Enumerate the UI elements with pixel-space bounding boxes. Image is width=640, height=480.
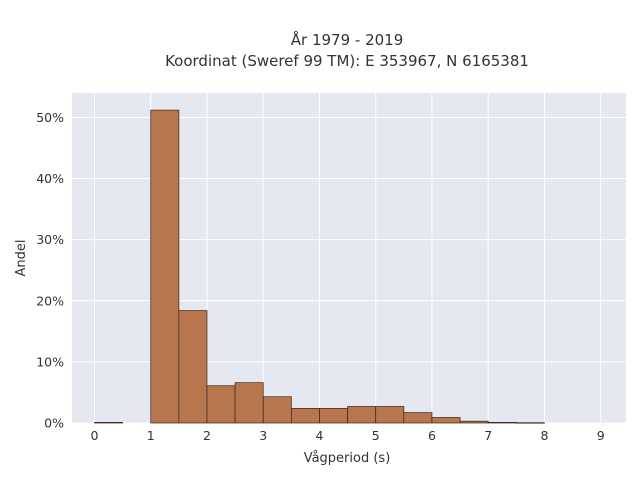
histogram-bar: [150, 109, 180, 424]
histogram-bar: [94, 422, 123, 424]
x-tick-label: 6: [428, 428, 436, 443]
x-tick-label: 7: [484, 428, 492, 443]
y-tick-label: 10%: [36, 354, 64, 369]
x-tick-label: 8: [540, 428, 548, 443]
histogram-bar: [206, 385, 236, 424]
histogram-bar: [178, 310, 208, 424]
histogram-bar: [319, 407, 348, 424]
x-tick-label: 3: [259, 428, 267, 443]
x-tick-label: 4: [315, 428, 323, 443]
chart-title-line-2: Koordinat (Sweref 99 TM): E 353967, N 61…: [165, 52, 529, 70]
x-tick-label: 0: [91, 428, 99, 443]
y-tick-label: 40%: [36, 171, 64, 186]
x-tick-label: 1: [147, 428, 155, 443]
histogram-bar: [431, 417, 461, 424]
histogram-bar: [459, 420, 489, 424]
histogram-bar: [291, 407, 320, 424]
y-tick-label: 30%: [36, 232, 64, 247]
chart-title-line-1: År 1979 - 2019: [291, 30, 404, 49]
y-axis-ticks: 0% 10% 20% 30% 40% 50%: [36, 110, 64, 431]
x-tick-label: 2: [203, 428, 211, 443]
histogram-bars: [94, 109, 545, 424]
y-tick-label: 50%: [36, 110, 64, 125]
x-axis-label: Vågperiod (s): [304, 451, 391, 466]
histogram-bar: [375, 406, 405, 424]
histogram-bar: [347, 406, 377, 424]
x-axis-ticks: 0 1 2 3 4 5 6 7 8 9: [91, 428, 605, 443]
histogram-bar: [262, 396, 292, 424]
histogram-bar: [515, 422, 545, 424]
histogram-bar: [234, 382, 264, 424]
histogram-bar: [487, 422, 517, 424]
histogram-bar: [403, 412, 433, 424]
y-axis-label: Andel: [14, 240, 29, 277]
x-tick-label: 9: [597, 428, 605, 443]
x-tick-label: 5: [372, 428, 380, 443]
y-tick-label: 0%: [44, 416, 64, 431]
y-tick-label: 20%: [36, 293, 64, 308]
